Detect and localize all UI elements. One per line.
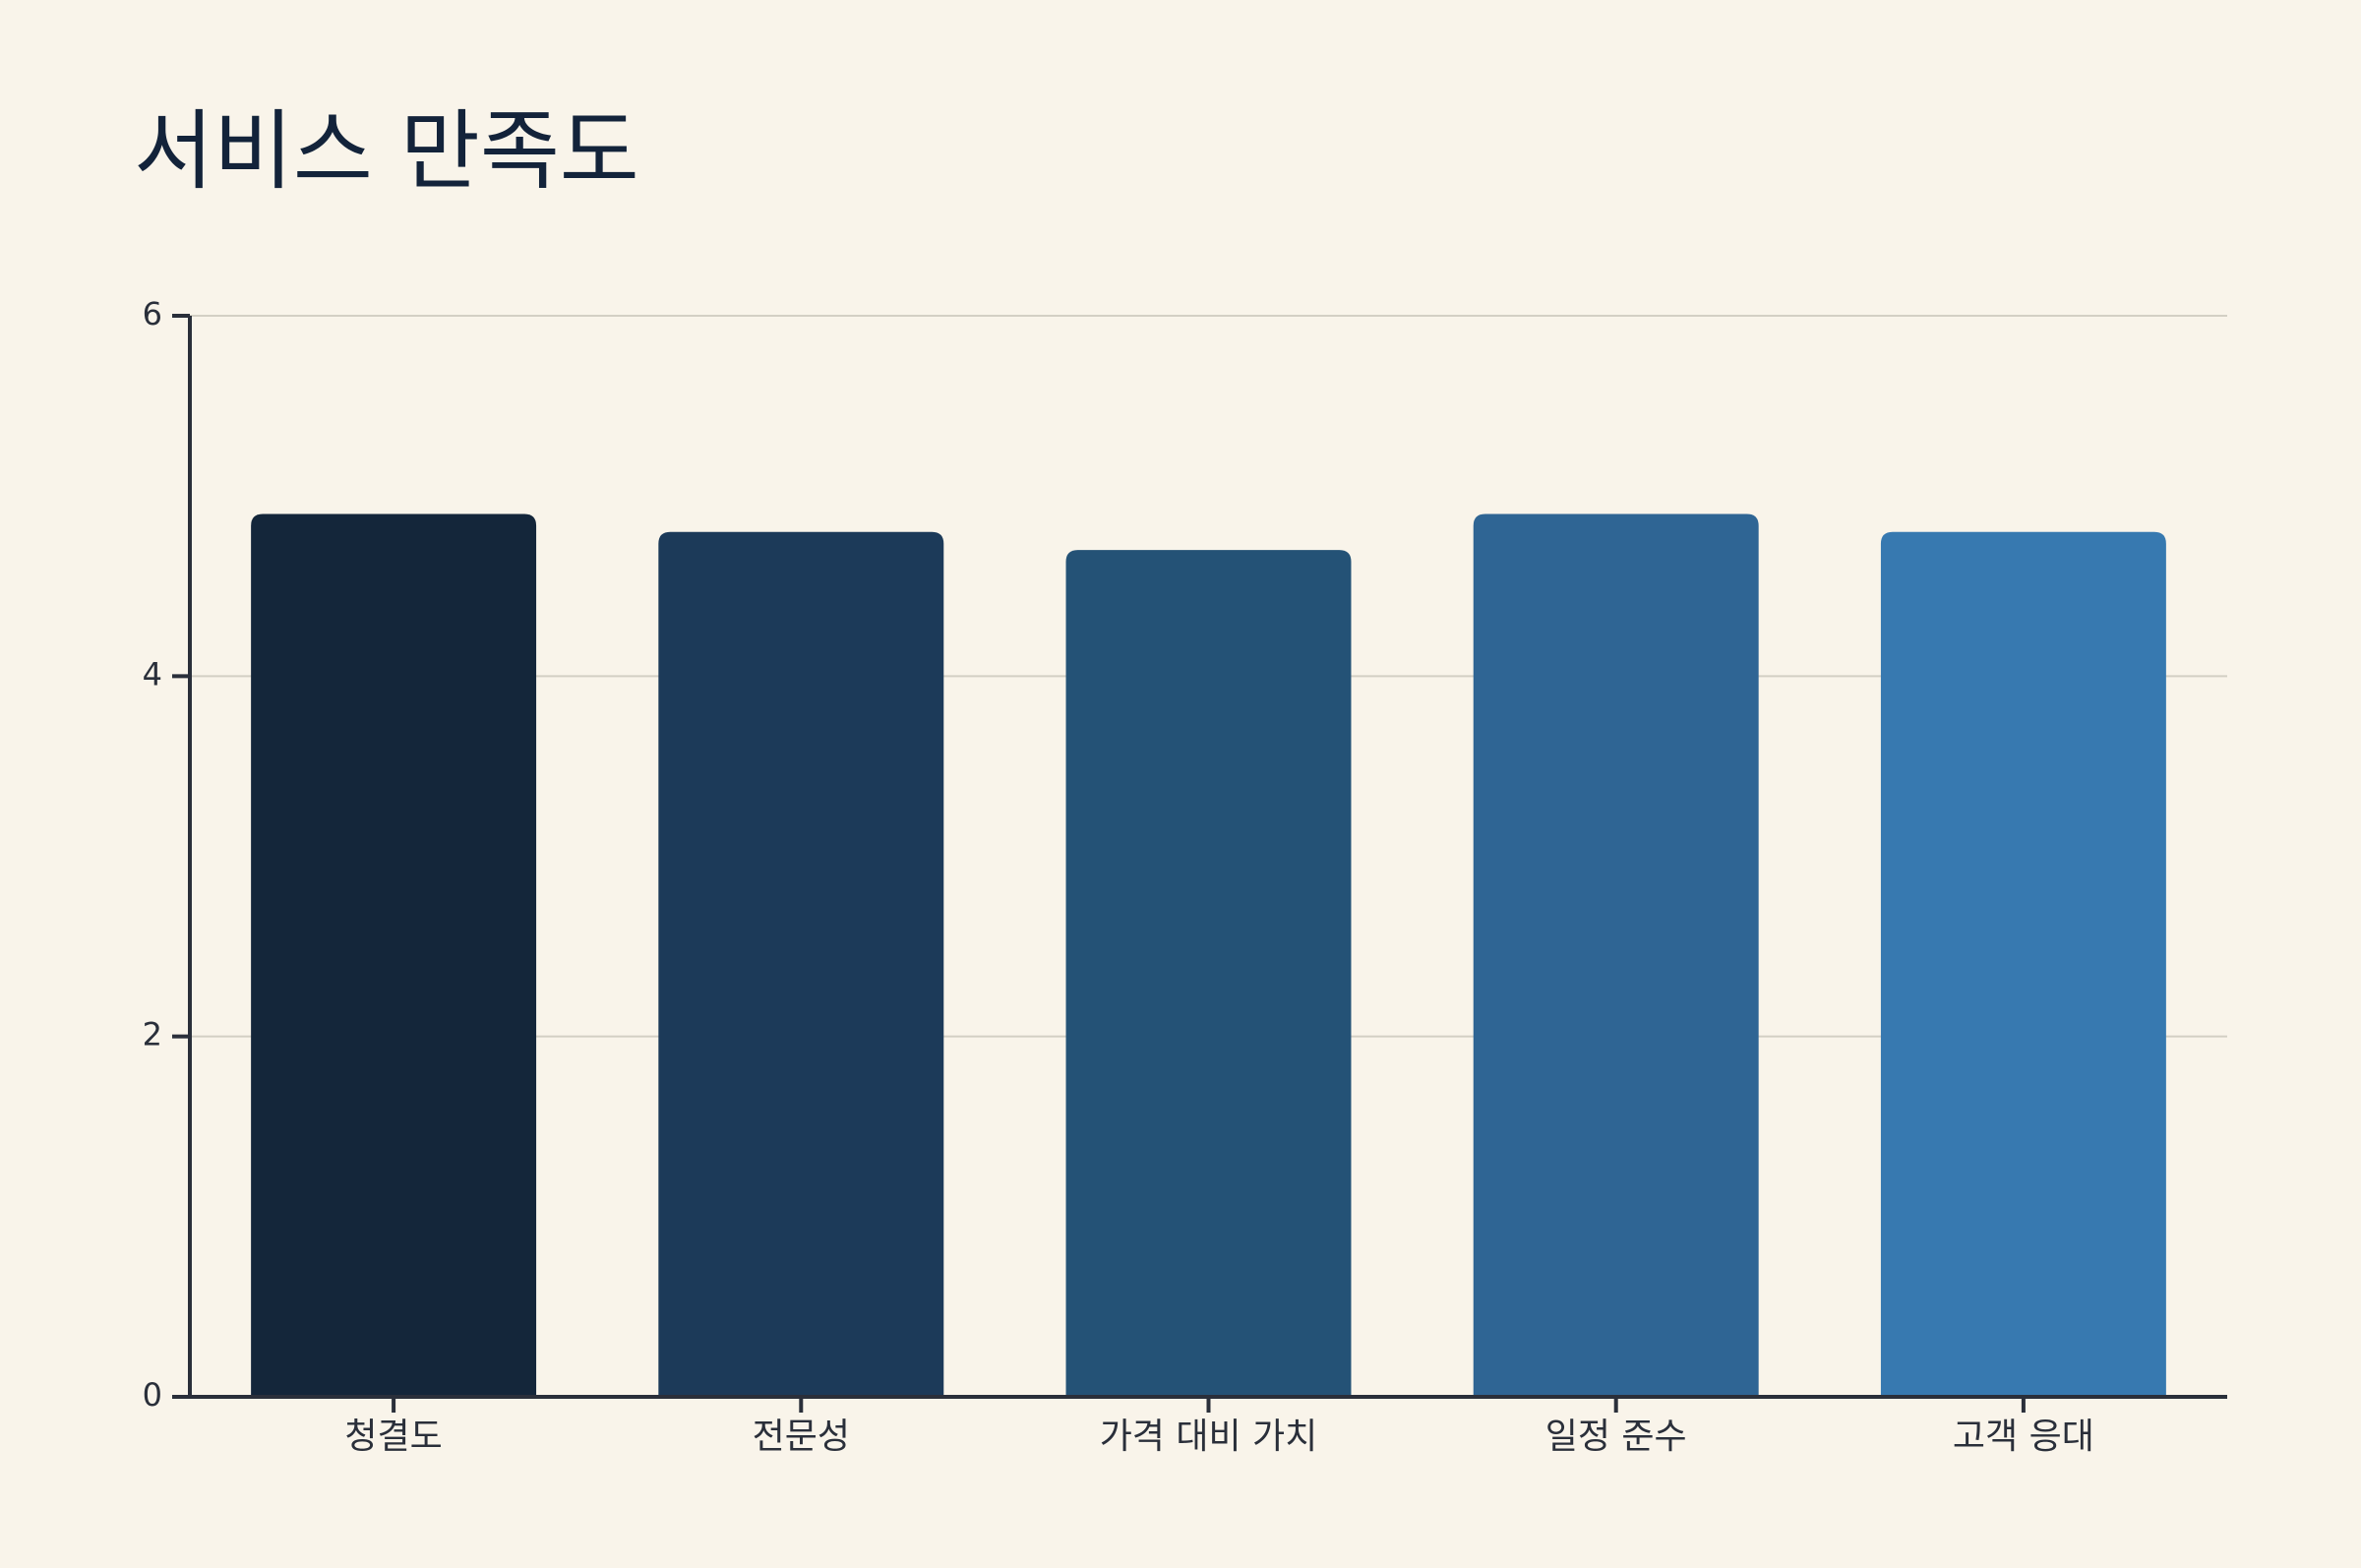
bar [1880, 531, 2166, 1397]
bar [1473, 513, 1759, 1397]
x-tick-label: 전문성 [753, 1417, 850, 1457]
x-tick-label: 고객 응대 [1953, 1417, 2094, 1457]
y-tick-label: 6 [143, 295, 162, 332]
x-tick-label: 일정 준수 [1545, 1417, 1687, 1457]
bar [658, 531, 944, 1397]
x-tick-label: 청결도 [344, 1417, 442, 1457]
y-tick-label: 4 [143, 655, 162, 693]
bar [251, 513, 537, 1397]
y-tick-label: 0 [143, 1376, 162, 1414]
bar [1065, 550, 1352, 1397]
chart-title: 서비스 만족도 [134, 100, 639, 202]
x-tick-label: 가격 대비 가치 [1100, 1417, 1318, 1457]
y-tick-label: 2 [143, 1016, 162, 1054]
